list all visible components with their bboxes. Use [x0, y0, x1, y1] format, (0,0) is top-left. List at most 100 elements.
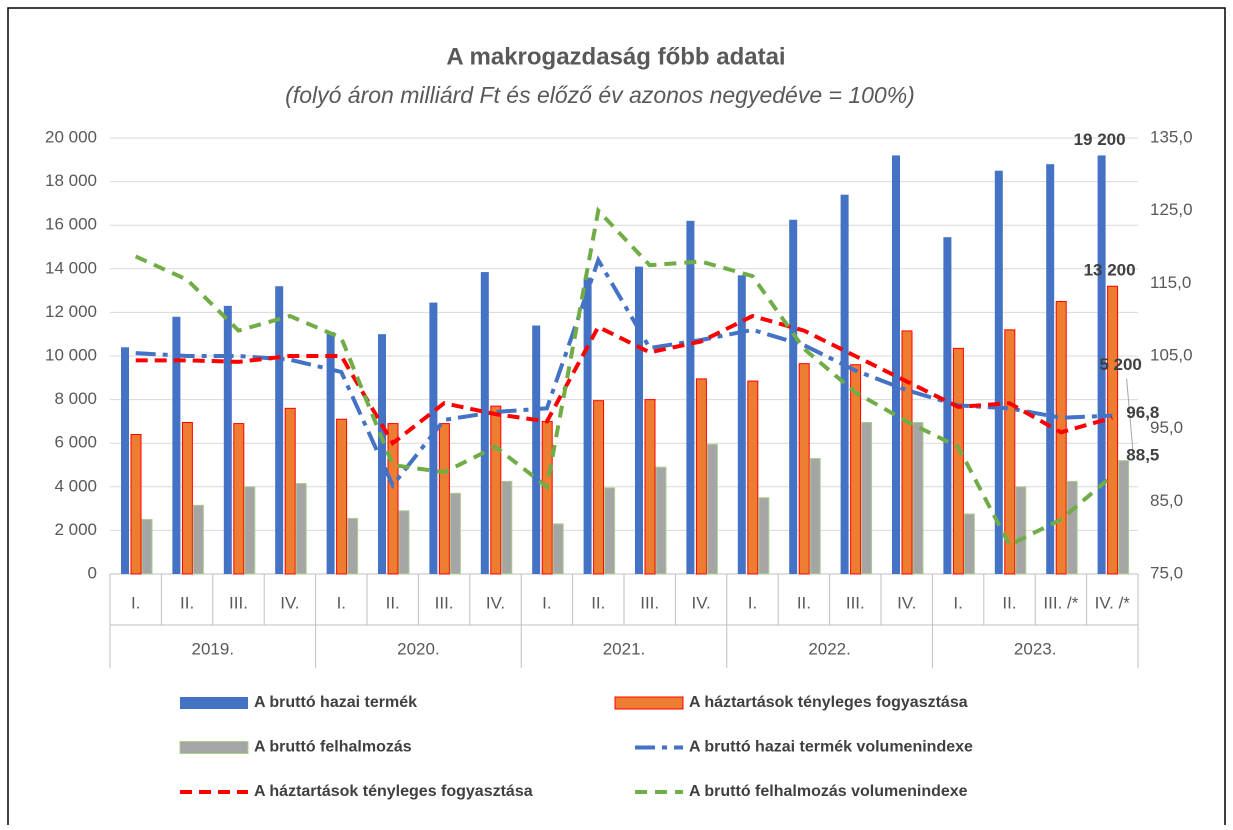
bar	[378, 334, 386, 574]
y-tick-label: 2 000	[54, 520, 97, 539]
x-tick-label: II.	[591, 593, 605, 612]
bar	[695, 378, 707, 575]
x-tick-label: I.	[748, 593, 757, 612]
bar	[798, 363, 810, 575]
bar	[244, 486, 256, 575]
y-tick-label: 16 000	[45, 215, 97, 234]
bar	[181, 421, 193, 575]
y-tick-label: 6 000	[54, 433, 97, 452]
y2-tick-label: 125,0	[1150, 200, 1193, 219]
bar	[1107, 285, 1119, 575]
line-series	[135, 255, 1113, 490]
bar	[706, 443, 718, 575]
bar	[172, 316, 181, 574]
y2-tick-label: 105,0	[1150, 345, 1193, 364]
bar	[635, 266, 643, 574]
bar	[1004, 329, 1016, 575]
bar	[737, 275, 746, 574]
y2-tick-label: 135,0	[1150, 127, 1193, 146]
bar	[593, 400, 605, 575]
x-tick-label: IV.	[280, 593, 299, 612]
line-series	[135, 313, 1113, 447]
data-label: 5 200	[1099, 355, 1142, 374]
x-tick-label: I.	[953, 593, 962, 612]
bar	[192, 504, 204, 575]
chart-title: A makrogazdaság főbb adatai	[446, 43, 785, 70]
bar	[284, 407, 296, 575]
legend-swatch	[179, 741, 249, 754]
bar	[1097, 155, 1106, 574]
y-tick-label: 0	[88, 563, 97, 582]
bar	[758, 497, 770, 575]
legend-label: A bruttó felhalmozás volumenindexe	[689, 783, 968, 800]
legend-label: A bruttó hazai termék volumenindexe	[689, 739, 973, 756]
bar	[223, 305, 232, 574]
bar	[963, 513, 975, 575]
x-group-label: 2019.	[192, 639, 235, 658]
bar	[861, 421, 873, 575]
x-tick-label: I.	[131, 593, 140, 612]
bar	[1066, 480, 1078, 575]
x-tick-label: III. /*	[1043, 593, 1078, 612]
bar	[438, 423, 450, 575]
x-tick-label: III.	[435, 593, 454, 612]
bar	[943, 237, 952, 574]
legend-swatch	[614, 696, 684, 710]
bar	[655, 466, 667, 575]
x-tick-label: IV.	[486, 593, 505, 612]
data-label: 13 200	[1084, 261, 1136, 280]
bar	[994, 170, 1003, 574]
y2-tick-label: 95,0	[1150, 418, 1183, 437]
legend-swatch	[180, 697, 248, 709]
x-tick-label: II.	[386, 593, 400, 612]
bar	[644, 399, 656, 575]
data-label: 19 200	[1074, 130, 1126, 149]
legend-label: A bruttó felhalmozás	[254, 739, 412, 756]
bar	[912, 421, 924, 575]
x-tick-label: III.	[846, 593, 865, 612]
bar	[850, 364, 862, 575]
bar	[449, 492, 461, 575]
bar	[1015, 486, 1027, 575]
x-tick-label: III.	[640, 593, 659, 612]
y-tick-label: 20 000	[45, 127, 97, 146]
x-tick-label: I.	[542, 593, 551, 612]
bar	[347, 517, 359, 575]
leader-line	[1126, 378, 1135, 459]
bar	[952, 347, 964, 575]
bar	[686, 220, 695, 574]
x-tick-label: II.	[797, 593, 811, 612]
bar	[1046, 164, 1055, 574]
bar	[275, 286, 284, 574]
bar	[141, 519, 153, 575]
bar	[387, 423, 399, 575]
bar	[789, 219, 798, 574]
y-tick-label: 10 000	[45, 345, 97, 364]
x-group-label: 2020.	[397, 639, 440, 658]
x-tick-label: IV.	[691, 593, 710, 612]
bar	[233, 423, 245, 575]
data-label: 96,8	[1126, 403, 1159, 422]
bar	[583, 277, 592, 574]
x-tick-label: II.	[180, 593, 194, 612]
legend: A bruttó hazai termék A háztartások tényl…	[179, 694, 973, 800]
x-tick-label: I.	[337, 593, 346, 612]
bar	[1055, 301, 1067, 575]
bar	[809, 457, 821, 575]
legend-label: A háztartások tényleges fogyasztása	[689, 694, 968, 711]
bar	[398, 510, 410, 575]
y2-tick-label: 115,0	[1150, 273, 1191, 292]
data-label: 88,5	[1126, 445, 1159, 464]
bar	[429, 302, 438, 574]
y2-tick-label: 85,0	[1150, 491, 1183, 510]
x-tick-label: II.	[1002, 593, 1016, 612]
bar	[892, 155, 900, 574]
x-tick-label: IV.	[897, 593, 916, 612]
bar	[480, 272, 489, 574]
x-group-label: 2021.	[603, 639, 646, 658]
x-tick-label: IV. /*	[1095, 593, 1131, 612]
bar	[490, 405, 502, 575]
y-tick-label: 8 000	[54, 389, 97, 408]
bar	[541, 420, 553, 575]
